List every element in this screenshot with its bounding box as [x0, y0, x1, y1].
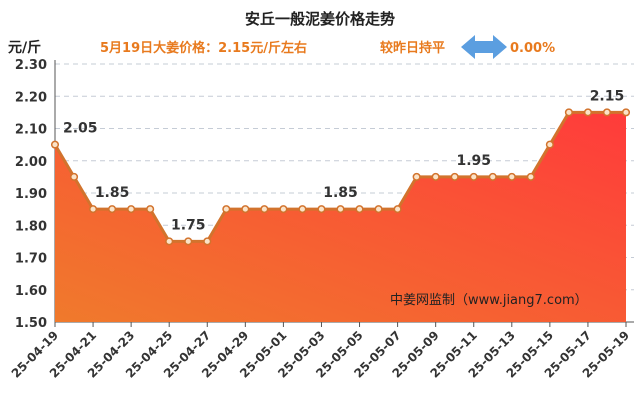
data-point	[127, 205, 136, 214]
change-percent: 0.00%	[510, 41, 555, 56]
price-summary: 5月19日大姜价格：2.15元/斤左右	[100, 40, 307, 56]
data-label: 2.15	[590, 88, 625, 104]
data-point	[545, 140, 554, 149]
y-axis: 1.50 1.60 1.70 1.80 1.90 2.00 2.10 2.20 2.30	[15, 58, 634, 331]
data-point	[431, 172, 440, 181]
double-arrow-icon	[461, 35, 507, 59]
data-point	[165, 237, 174, 246]
watermark: 中姜网监制（www.jiang7.com）	[390, 293, 588, 308]
data-label: 1.75	[171, 217, 206, 233]
data-point	[526, 172, 535, 181]
data-point	[355, 205, 364, 214]
data-point	[621, 108, 631, 117]
data-point	[89, 205, 98, 214]
data-point	[507, 172, 516, 181]
data-point	[298, 205, 307, 214]
data-point	[203, 237, 212, 246]
y-tick-label: 1.60	[15, 284, 47, 299]
data-point	[241, 205, 250, 214]
data-point	[469, 172, 478, 181]
data-point	[374, 205, 383, 214]
y-tick-label: 2.20	[15, 90, 47, 105]
data-label: 1.95	[456, 153, 491, 169]
area-fill	[55, 112, 626, 322]
data-point	[412, 172, 421, 181]
y-unit-label: 元/斤	[8, 39, 41, 56]
data-point	[184, 237, 193, 246]
data-point	[488, 172, 497, 181]
data-point	[393, 205, 402, 214]
y-tick-label: 2.10	[15, 123, 47, 138]
data-point	[450, 172, 459, 181]
chart-title: 安丘一般泥姜价格走势	[245, 10, 395, 28]
data-points	[50, 108, 631, 246]
data-point	[222, 205, 231, 214]
data-point	[260, 205, 269, 214]
compare-text: 较昨日持平	[380, 40, 445, 56]
data-point	[583, 108, 592, 117]
y-tick-label: 1.70	[15, 252, 47, 267]
data-label: 1.85	[95, 185, 130, 201]
data-point	[50, 140, 60, 149]
data-point	[336, 205, 345, 214]
data-point	[108, 205, 117, 214]
data-point	[602, 108, 612, 117]
data-point	[279, 205, 288, 214]
y-tick-label: 1.90	[15, 187, 47, 202]
x-axis: 25-04-1925-04-2125-04-2325-04-2525-04-27…	[9, 322, 632, 381]
y-tick-label: 2.00	[15, 155, 47, 170]
y-tick-label: 2.30	[15, 58, 47, 73]
data-point	[317, 205, 326, 214]
area-series	[53, 110, 626, 322]
y-tick-label: 1.80	[15, 219, 47, 234]
data-labels: 2.05 1.85 1.75 1.85 1.95 2.15	[63, 88, 624, 233]
data-label: 2.05	[63, 121, 98, 137]
data-label: 1.85	[323, 185, 358, 201]
data-point	[146, 205, 155, 214]
data-point	[564, 108, 573, 117]
y-tick-label: 1.50	[15, 316, 47, 331]
data-point	[69, 172, 79, 181]
